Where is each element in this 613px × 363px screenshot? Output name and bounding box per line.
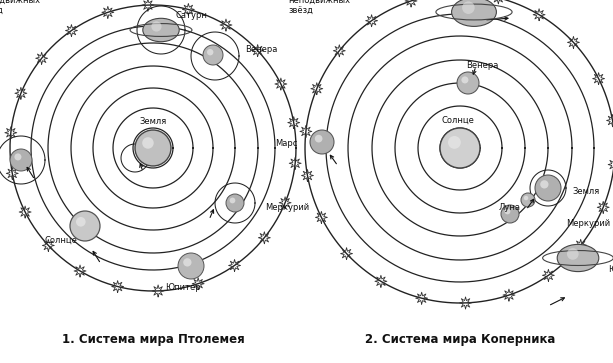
Ellipse shape [143,18,179,42]
Circle shape [521,193,535,207]
Text: Юпитер: Юпитер [608,265,613,274]
Circle shape [462,76,468,83]
Circle shape [230,197,235,203]
Circle shape [207,49,213,56]
Text: Марс: Марс [276,139,298,148]
Circle shape [226,194,244,212]
Circle shape [457,72,479,94]
Circle shape [524,196,528,200]
Circle shape [440,128,480,168]
Circle shape [540,180,549,188]
Text: Меркурий: Меркурий [265,204,309,212]
Circle shape [10,149,32,171]
Text: Солнце: Солнце [441,115,474,125]
Circle shape [448,136,461,149]
Text: 1. Система мира Птолемея: 1. Система мира Птолемея [62,334,245,347]
Text: Сатурн: Сатурн [175,12,207,20]
Text: Солнце: Солнце [45,236,77,245]
Circle shape [178,253,204,279]
Text: Луна: Луна [499,204,521,212]
Circle shape [76,217,86,227]
Text: Сфера
неподвижных
звёзд: Сфера неподвижных звёзд [288,0,350,16]
Text: Меркурий: Меркурий [566,220,610,228]
Text: Земля: Земля [572,188,600,196]
Text: Юпитер: Юпитер [165,284,201,293]
Circle shape [501,205,519,223]
Text: 2. Система мира Коперника: 2. Система мира Коперника [365,334,555,347]
Circle shape [183,258,191,266]
Circle shape [14,154,21,160]
Circle shape [310,130,334,154]
Circle shape [151,21,162,32]
Ellipse shape [557,244,599,272]
Text: Венера: Венера [466,61,498,70]
Circle shape [142,137,154,149]
Circle shape [70,211,100,241]
Circle shape [567,248,579,260]
Ellipse shape [452,0,497,26]
Text: Земля: Земля [139,118,167,126]
Text: Сфера
неподвижных
звёзд: Сфера неподвижных звёзд [0,0,40,16]
Circle shape [535,175,561,201]
Text: Венера: Венера [245,45,277,54]
Circle shape [462,1,474,14]
Circle shape [315,135,322,143]
Circle shape [135,130,171,166]
Circle shape [504,209,511,215]
Circle shape [203,45,223,65]
